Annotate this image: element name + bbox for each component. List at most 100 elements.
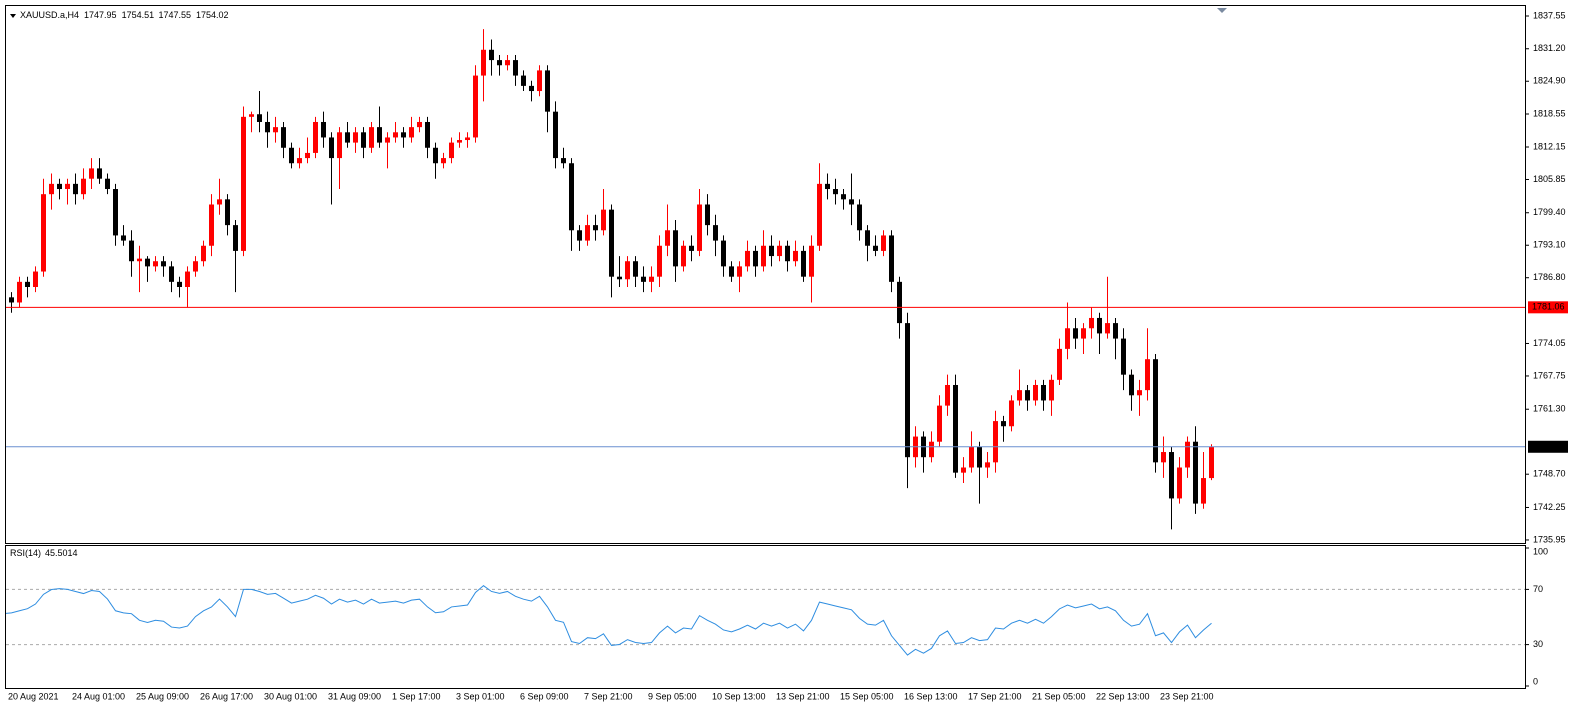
candle-body xyxy=(649,276,654,282)
candle-body xyxy=(641,276,646,282)
candle-body xyxy=(993,421,998,463)
candle-body xyxy=(57,183,62,190)
candle-body xyxy=(33,271,38,288)
candle-body xyxy=(377,127,382,143)
candle-body xyxy=(761,245,766,267)
candle-body xyxy=(505,60,510,66)
candle-body xyxy=(721,240,726,267)
candle-body xyxy=(1193,441,1198,504)
y-tick-label: 1748.70 xyxy=(1533,469,1566,479)
candle-body xyxy=(225,199,230,226)
candle-body xyxy=(9,297,14,303)
candle-body xyxy=(1121,338,1126,375)
candle-body xyxy=(409,127,414,138)
candle-body xyxy=(393,132,398,138)
candle-body xyxy=(569,163,574,231)
x-tick-label: 26 Aug 17:00 xyxy=(200,691,253,701)
y-tick-label: 1767.75 xyxy=(1533,370,1566,380)
candle-body xyxy=(857,204,862,231)
x-tick-label: 23 Sep 21:00 xyxy=(1160,691,1214,701)
candle-body xyxy=(193,261,198,272)
candle-body xyxy=(65,183,70,190)
chart-title: XAUUSD.a,H4 1747.95 1754.51 1747.55 1754.02 xyxy=(20,10,229,20)
x-tick-label: 17 Sep 21:00 xyxy=(968,691,1022,701)
candle-body xyxy=(185,271,190,288)
candle-body xyxy=(521,75,526,86)
candle-body xyxy=(881,235,886,251)
y-tick-label: 1812.15 xyxy=(1533,141,1566,151)
candle-body xyxy=(793,250,798,262)
rsi-title: RSI(14) 45.5014 xyxy=(10,548,78,558)
candle-body xyxy=(1049,379,1054,401)
candle-body xyxy=(609,209,614,277)
candle-body xyxy=(673,230,678,267)
x-tick-label: 7 Sep 21:00 xyxy=(584,691,633,701)
candle-body xyxy=(601,209,606,231)
candle-body xyxy=(617,276,622,280)
bid-label-box xyxy=(1528,440,1568,453)
candle-body xyxy=(897,281,902,324)
candle-body xyxy=(241,116,246,251)
y-tick-label: 1799.40 xyxy=(1533,207,1566,217)
candle-body xyxy=(417,121,422,128)
candle-body xyxy=(401,132,406,138)
candle-body xyxy=(129,240,134,262)
candle-body xyxy=(753,250,758,267)
rsi-plot xyxy=(6,585,1525,656)
candle-body xyxy=(745,250,750,267)
candle-body xyxy=(769,245,774,257)
candle-body xyxy=(593,225,598,231)
candle-body xyxy=(89,168,94,179)
candle-body xyxy=(945,384,950,406)
rsi-panel xyxy=(5,545,1526,689)
candle-body xyxy=(1073,328,1078,339)
candle-body xyxy=(257,114,262,122)
candle-body xyxy=(81,178,86,195)
rsi-value: 45.5014 xyxy=(45,548,78,558)
candle-body xyxy=(201,245,206,262)
candle-body xyxy=(689,245,694,251)
y-tick-label: 1774.05 xyxy=(1533,338,1566,348)
candle-body xyxy=(1033,384,1038,401)
candle-body xyxy=(817,183,822,246)
candle-body xyxy=(985,462,990,468)
candle-body xyxy=(161,261,166,267)
x-tick-label: 13 Sep 21:00 xyxy=(776,691,830,701)
candle-body xyxy=(489,49,494,61)
menu-arrow xyxy=(10,14,16,18)
candle-body xyxy=(841,194,846,200)
candle-body xyxy=(1201,478,1206,504)
candle-body xyxy=(1209,446,1214,479)
candle-body xyxy=(1177,467,1182,499)
candle-body xyxy=(73,183,78,195)
x-tick-label: 21 Sep 05:00 xyxy=(1032,691,1086,701)
candle-body xyxy=(625,261,630,280)
candle-body xyxy=(585,225,590,241)
candle-body xyxy=(441,158,446,164)
candle-body xyxy=(809,245,814,277)
candle-body xyxy=(777,245,782,257)
candle-body xyxy=(25,281,30,288)
candle-body xyxy=(289,147,294,164)
x-tick-label: 3 Sep 01:00 xyxy=(456,691,505,701)
rsi-tick-label: 100 xyxy=(1533,546,1548,556)
candle-body xyxy=(1065,328,1070,349)
y-tick-label: 1761.30 xyxy=(1533,404,1566,414)
candle-body xyxy=(481,49,486,76)
candle-body xyxy=(1009,400,1014,427)
candle-body xyxy=(1089,317,1094,329)
candle-body xyxy=(1153,359,1158,463)
candle-body xyxy=(513,60,518,76)
symbol: XAUUSD.a,H4 xyxy=(20,10,79,20)
x-tick-label: 9 Sep 05:00 xyxy=(648,691,697,701)
candle-body xyxy=(449,142,454,159)
candle-body xyxy=(537,70,542,92)
candle-body xyxy=(41,194,46,272)
x-tick-label: 30 Aug 01:00 xyxy=(264,691,317,701)
candle-body xyxy=(665,230,670,246)
candle-body xyxy=(425,121,430,148)
candle-body xyxy=(297,158,302,164)
candle-body xyxy=(929,441,934,458)
candle-body xyxy=(1161,452,1166,463)
x-tick-label: 15 Sep 05:00 xyxy=(840,691,894,701)
